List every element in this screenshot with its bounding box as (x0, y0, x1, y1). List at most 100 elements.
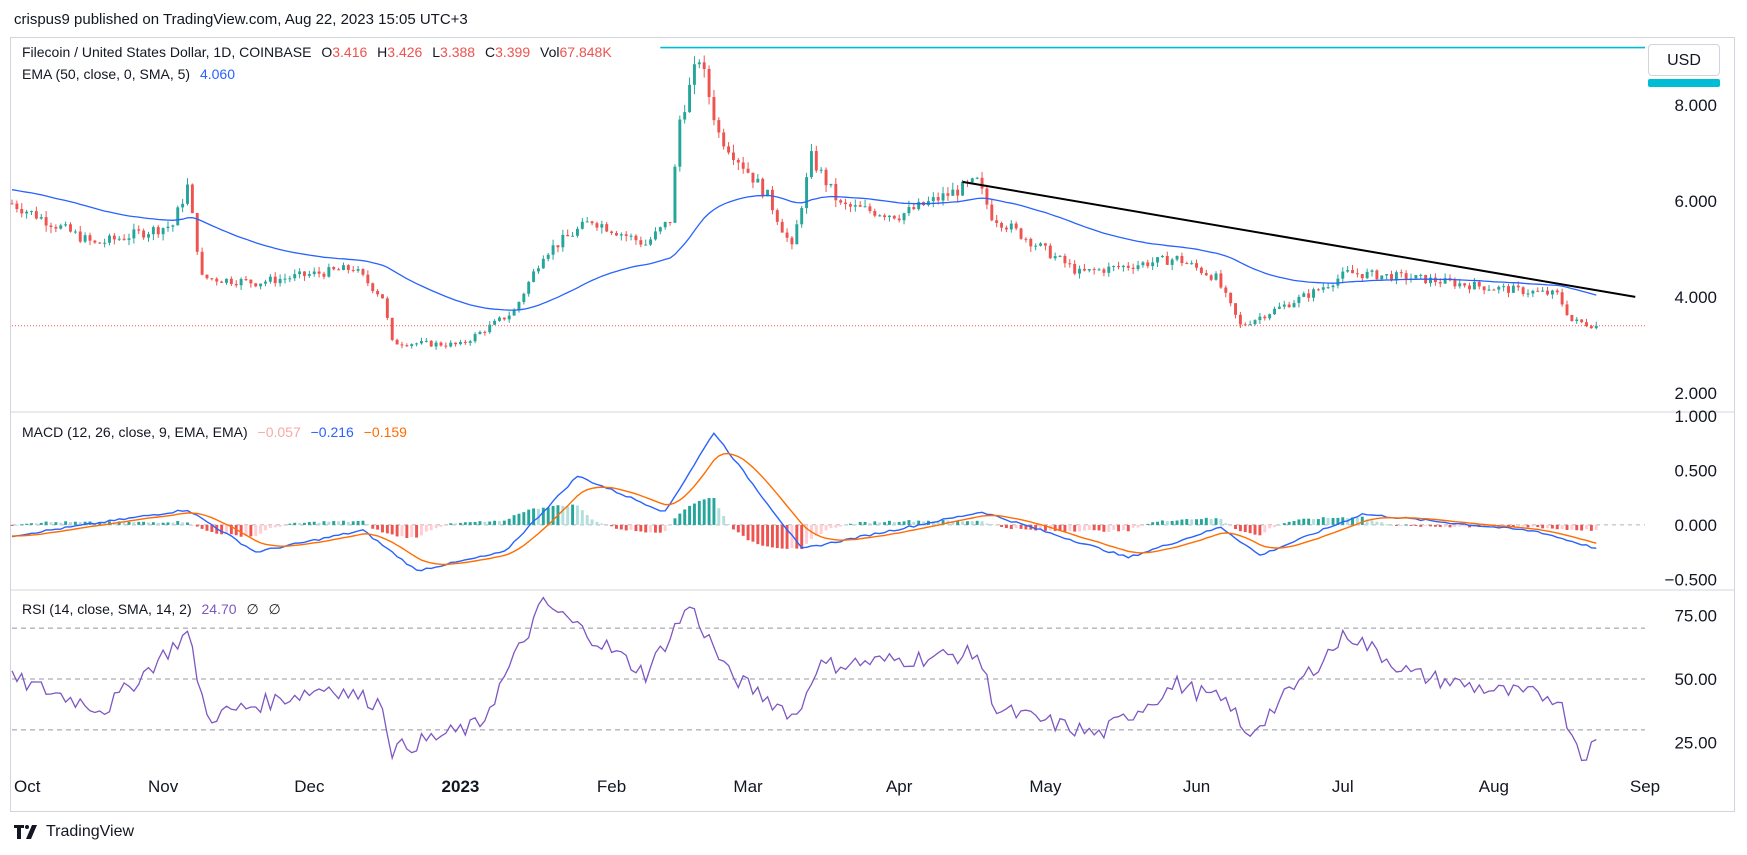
candle (454, 342, 458, 345)
macd-histogram-bar (814, 524, 818, 536)
macd-histogram-bar (200, 524, 204, 529)
candle (1297, 296, 1301, 304)
macd-histogram-bar (1380, 522, 1384, 525)
macd-histogram-bar (176, 521, 180, 525)
candle (1258, 316, 1262, 321)
macd-histogram-bar (420, 524, 423, 536)
macd-histogram-bar (1390, 524, 1393, 526)
macd-histogram-bar (756, 524, 760, 545)
macd-histogram-bar (332, 520, 336, 525)
macd-histogram-bar (69, 522, 72, 525)
macd-histogram-bar (1443, 524, 1447, 527)
candle (1165, 255, 1169, 265)
candle (322, 273, 326, 277)
macd-histogram-bar (351, 521, 355, 525)
macd-histogram-bar (54, 522, 58, 525)
macd-histogram-bar (132, 522, 136, 525)
candle (1107, 266, 1111, 273)
macd-histogram-bar (546, 507, 550, 525)
macd-axis-label: 1.000 (1674, 407, 1717, 426)
macd-histogram-bar (488, 521, 492, 525)
candle (668, 222, 672, 224)
macd-histogram-bar (356, 520, 360, 525)
macd-histogram-bar (1204, 517, 1208, 525)
candle (858, 205, 862, 207)
macd-histogram-bar (907, 520, 911, 525)
candle (809, 151, 813, 178)
macd-histogram-bar (1229, 524, 1233, 527)
time-axis-label: Dec (294, 777, 325, 796)
macd-histogram-bar (873, 521, 877, 525)
candle (1589, 326, 1593, 329)
macd-histogram-bar (1365, 519, 1369, 525)
candle (775, 210, 779, 222)
candle (195, 213, 199, 252)
macd-histogram-bar (1209, 518, 1213, 525)
macd-histogram-bar (532, 508, 536, 525)
macd-histogram-bar (44, 521, 48, 525)
candle (970, 178, 974, 183)
macd-histogram-bar (361, 520, 365, 525)
candle (697, 62, 701, 65)
candle (1365, 271, 1369, 279)
macd-histogram-bar (463, 522, 467, 525)
candle (897, 218, 901, 221)
macd-histogram-bar (376, 524, 380, 530)
price-axis-label: 4.000 (1674, 288, 1717, 307)
candle (649, 239, 653, 245)
currency-button[interactable]: USD (1648, 44, 1720, 76)
candle (1336, 278, 1340, 286)
candle (127, 238, 131, 240)
candle (190, 184, 194, 214)
macd-histogram-bar (147, 522, 150, 525)
candle (532, 271, 536, 282)
macd-histogram-bar (912, 521, 916, 525)
macd-histogram-bar (1297, 519, 1301, 525)
candle (1092, 269, 1096, 271)
candle (1214, 273, 1218, 280)
macd-histogram-bar (731, 524, 735, 530)
candle (1438, 282, 1442, 284)
candle (244, 279, 248, 281)
tradingview-logo[interactable]: TradingView (14, 823, 134, 841)
macd-histogram-bar (853, 524, 857, 526)
macd-histogram-bar (59, 522, 63, 525)
candle (1063, 255, 1067, 264)
candle (1112, 266, 1116, 268)
candle (887, 215, 891, 218)
macd-value: −0.216 (310, 424, 354, 440)
candle (200, 251, 204, 275)
macd-histogram-bar (1082, 524, 1086, 531)
candle (220, 281, 224, 283)
macd-histogram-bar (1024, 524, 1028, 530)
macd-histogram-bar (278, 524, 282, 527)
candle (683, 112, 687, 120)
candle (249, 279, 253, 284)
time-axis-label: Jul (1332, 777, 1354, 796)
candle (1136, 265, 1140, 269)
macd-histogram-bar (673, 518, 677, 525)
macd-histogram-bar (220, 524, 224, 535)
macd-histogram-bar (103, 522, 107, 525)
macd-histogram-bar (844, 524, 848, 526)
candle (1263, 316, 1267, 319)
candle (571, 235, 575, 237)
candle (644, 244, 648, 246)
macd-histogram-bar (151, 522, 155, 525)
macd-histogram-bar (507, 518, 511, 525)
candle (1302, 293, 1306, 297)
candle (1492, 289, 1496, 291)
candle (463, 341, 467, 343)
candle (1497, 286, 1501, 290)
symbol-name: Filecoin / United States Dollar, 1D, COI… (22, 44, 312, 60)
macd-histogram-bar (1151, 522, 1155, 525)
candle (1146, 262, 1150, 267)
candle (410, 344, 414, 347)
candle (385, 298, 389, 318)
candle (551, 245, 555, 255)
candle (1521, 287, 1525, 295)
macd-histogram-bar (965, 521, 969, 525)
candle (1419, 274, 1423, 276)
macd-signal-line (11, 452, 1597, 566)
